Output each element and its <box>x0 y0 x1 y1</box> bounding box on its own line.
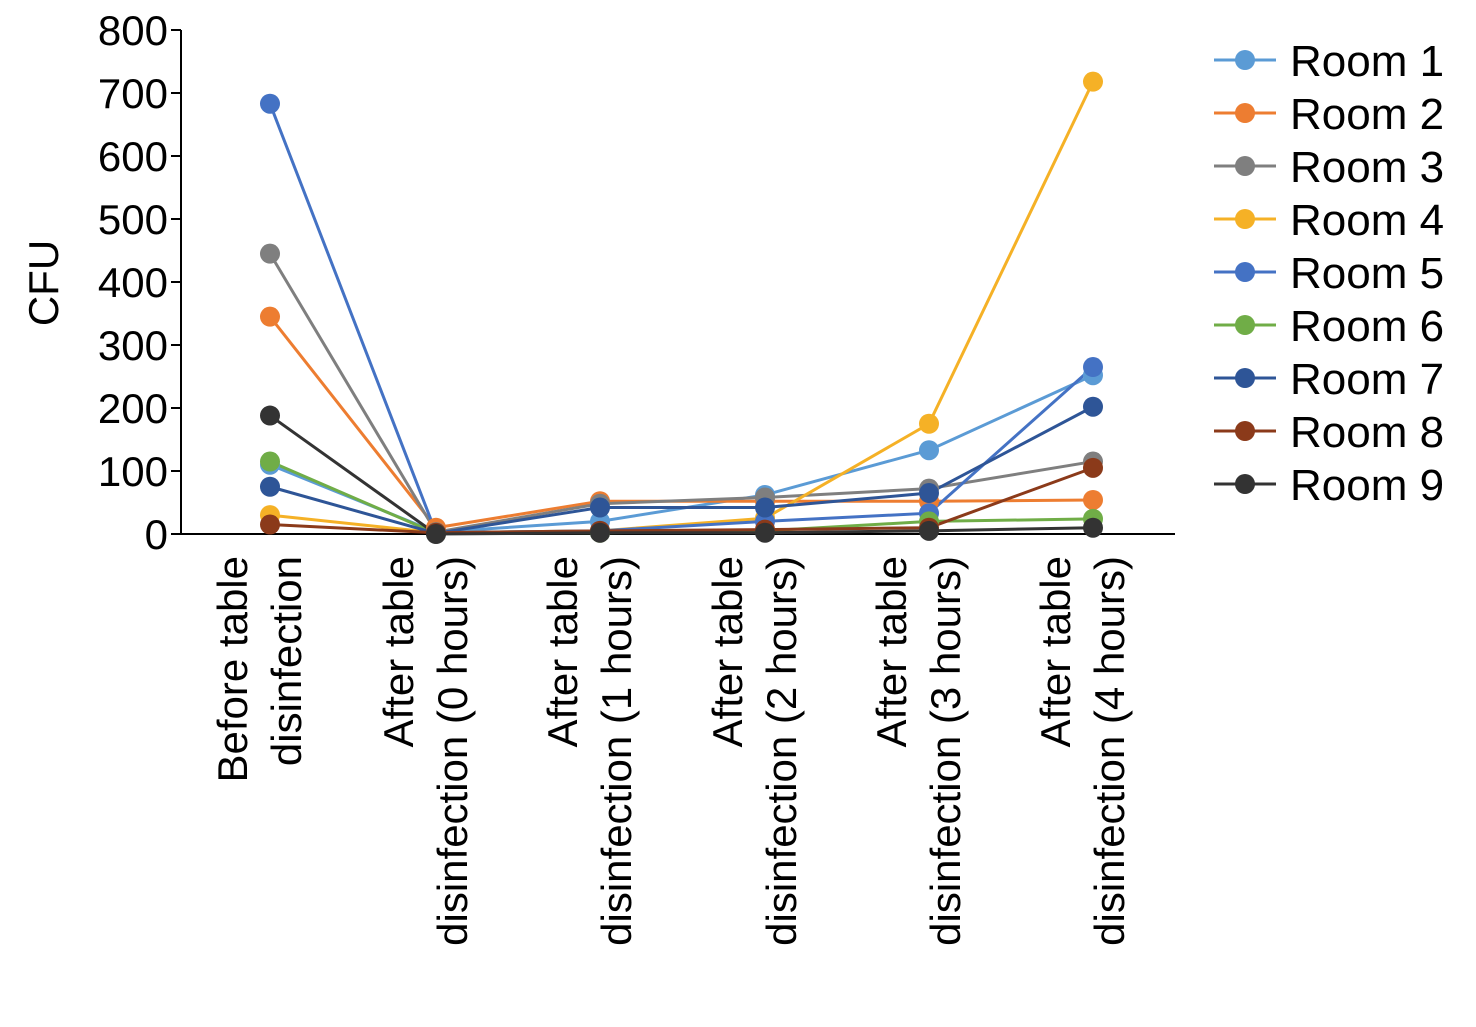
y-tick-label: 200 <box>98 385 168 432</box>
y-tick-label: 700 <box>98 70 168 117</box>
legend-label: Room 9 <box>1290 461 1444 510</box>
x-tick-label-line: disinfection (1 hours) <box>593 556 640 946</box>
legend-label: Room 5 <box>1290 249 1444 298</box>
y-tick-label: 0 <box>145 511 168 558</box>
legend-item: Room 5 <box>1214 249 1444 298</box>
y-tick-label: 400 <box>98 259 168 306</box>
data-point <box>426 524 446 544</box>
x-tick-label: After table disinfection (4 hours) <box>1032 556 1133 946</box>
data-point <box>590 497 610 518</box>
series-points <box>260 71 1103 544</box>
x-tick-label-line: After table <box>704 556 751 747</box>
data-point <box>260 306 280 327</box>
data-point <box>919 440 939 461</box>
data-point <box>1083 489 1103 510</box>
y-ticks: 0 100 200 300 400 500 600 700 800 <box>98 7 181 558</box>
x-tick-label-line: disinfection (2 hours) <box>758 556 805 946</box>
data-point <box>260 476 280 497</box>
data-point <box>1083 396 1103 417</box>
x-tick-label: Before table disinfection <box>209 556 310 783</box>
legend-item: Room 6 <box>1214 302 1444 351</box>
data-point <box>919 413 939 434</box>
x-tick-labels: Before table disinfection After table disin… <box>209 556 1133 946</box>
data-point <box>755 497 775 518</box>
data-point <box>260 243 280 264</box>
legend-marker <box>1235 209 1255 229</box>
series-line <box>268 103 1094 535</box>
series-line <box>268 252 1094 534</box>
legend-label: Room 3 <box>1290 143 1444 192</box>
legend-item: Room 7 <box>1214 355 1444 404</box>
x-tick-label-line: After table <box>868 556 915 747</box>
legend-marker <box>1235 474 1255 494</box>
legend-item: Room 2 <box>1214 90 1444 139</box>
legend-label: Room 2 <box>1290 90 1444 139</box>
data-point <box>260 514 280 535</box>
x-tick-label: After table disinfection (0 hours) <box>375 556 476 946</box>
legend-item: Room 8 <box>1214 408 1444 457</box>
legend-label: Room 8 <box>1290 408 1444 457</box>
x-tick-label-line: disinfection <box>263 556 310 766</box>
y-tick-label: 600 <box>98 133 168 180</box>
data-point <box>755 522 775 543</box>
data-point <box>590 522 610 543</box>
series-line <box>269 81 1095 535</box>
x-tick-label-line: Before table <box>209 556 256 783</box>
legend-item: Room 4 <box>1214 196 1444 245</box>
y-tick-label: 300 <box>98 322 168 369</box>
data-point <box>1083 457 1103 478</box>
legend-item: Room 3 <box>1214 143 1444 192</box>
legend-label: Room 4 <box>1290 196 1444 245</box>
data-point <box>260 405 280 426</box>
x-tick-label-line: disinfection (0 hours) <box>429 556 476 946</box>
legend-marker <box>1235 156 1255 176</box>
data-point <box>260 93 280 114</box>
y-axis-title: CFU <box>20 240 67 326</box>
legend-marker <box>1235 368 1255 388</box>
legend-item: Room 1 <box>1214 37 1444 86</box>
y-tick-label: 100 <box>98 448 168 495</box>
legend-marker <box>1235 315 1255 335</box>
legend-label: Room 7 <box>1290 355 1444 404</box>
legend-label: Room 6 <box>1290 302 1444 351</box>
x-tick-label: After table disinfection (3 hours) <box>868 556 969 946</box>
x-tick-label-line: After table <box>1032 556 1079 747</box>
y-tick-label: 500 <box>98 196 168 243</box>
legend-marker <box>1235 50 1255 70</box>
series-lines <box>268 81 1095 536</box>
legend-marker <box>1235 262 1255 282</box>
series-line <box>269 414 1094 536</box>
data-point <box>1083 517 1103 538</box>
legend-label: Room 1 <box>1290 37 1444 86</box>
x-tick-label: After table disinfection (2 hours) <box>704 556 805 946</box>
y-tick-label: 800 <box>98 7 168 54</box>
legend-marker <box>1235 103 1255 123</box>
series-line <box>269 466 1094 535</box>
x-tick-label-line: disinfection (3 hours) <box>922 556 969 946</box>
data-point <box>260 451 280 472</box>
data-point <box>919 520 939 541</box>
data-point <box>1083 71 1103 92</box>
x-tick-label-line: After table <box>539 556 586 747</box>
data-point <box>1083 357 1103 378</box>
legend-marker <box>1235 421 1255 441</box>
legend-item: Room 9 <box>1214 461 1444 510</box>
series-line <box>269 405 1094 535</box>
x-tick-label-line: disinfection (4 hours) <box>1086 556 1133 946</box>
x-tick-label-line: After table <box>375 556 422 747</box>
x-tick-label: After table disinfection (1 hours) <box>539 556 640 946</box>
data-point <box>919 483 939 504</box>
